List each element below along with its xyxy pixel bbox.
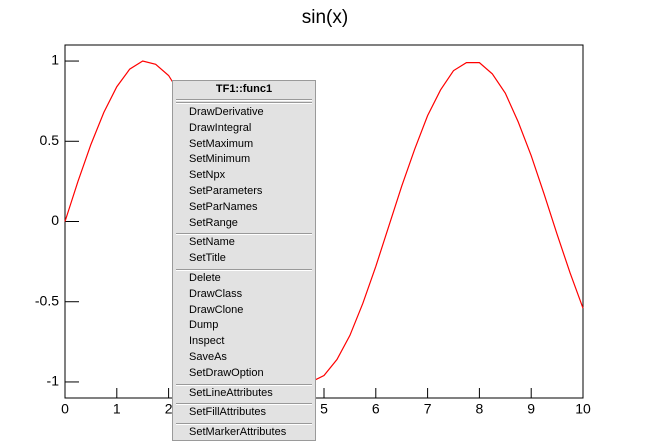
menu-separator: [176, 102, 312, 104]
menu-separator: [176, 233, 312, 236]
menu-item[interactable]: DrawDerivative: [189, 106, 264, 118]
x-tick-label: 2: [165, 401, 173, 417]
menu-item[interactable]: SetParNames: [189, 200, 258, 213]
sin-curve: [64, 60, 584, 383]
menu-item[interactable]: SetDrawOption: [189, 366, 264, 379]
y-tick-label: -1: [47, 373, 60, 389]
menu-item[interactable]: SetFillAttributes: [189, 406, 267, 419]
menu-item[interactable]: Dump: [189, 319, 219, 332]
menu-separator: [176, 383, 312, 386]
menu-item[interactable]: SetMarkerAttributes: [189, 426, 287, 439]
y-tick-label: 1: [51, 52, 59, 68]
menu-item[interactable]: DrawClass: [189, 287, 243, 300]
menu-item[interactable]: SetRange: [189, 216, 238, 229]
y-tick-label: 0: [51, 212, 59, 228]
menu-separator: [176, 423, 312, 426]
plot-frame: [64, 44, 584, 399]
x-tick-label: 0: [61, 401, 69, 417]
y-tick-label: 0.5: [40, 132, 60, 148]
menu-item[interactable]: SetNpx: [189, 169, 226, 182]
menu-item[interactable]: DrawIntegral: [189, 121, 252, 134]
x-tick-label: 7: [424, 401, 432, 417]
menu-item[interactable]: Inspect: [189, 335, 225, 348]
menu-item[interactable]: SaveAs: [189, 351, 227, 363]
menu-separator: [176, 269, 312, 271]
x-tick-label: 1: [113, 401, 121, 417]
x-tick-label: 6: [372, 401, 380, 417]
menu-item[interactable]: SetLineAttributes: [189, 386, 273, 399]
chart-title: sin(x): [302, 7, 348, 28]
menu-title: TF1::func1: [215, 83, 273, 95]
menu-item[interactable]: Delete: [189, 272, 221, 284]
x-tick-label: 8: [476, 401, 484, 417]
menu-item[interactable]: SetTitle: [189, 252, 226, 265]
menu-separator: [176, 403, 312, 406]
y-tick-label: -0.5: [35, 292, 59, 308]
menu-separator: [176, 99, 312, 101]
menu-item[interactable]: SetName: [189, 236, 235, 249]
menu-item[interactable]: SetParameters: [189, 185, 263, 197]
menu-item[interactable]: DrawClone: [189, 303, 244, 316]
x-tick-label: 10: [575, 401, 591, 417]
x-tick-label: 9: [527, 401, 535, 417]
menu-item[interactable]: SetMinimum: [189, 153, 251, 166]
x-tick-label: 5: [320, 401, 328, 417]
menu-item[interactable]: SetMaximum: [189, 137, 254, 150]
